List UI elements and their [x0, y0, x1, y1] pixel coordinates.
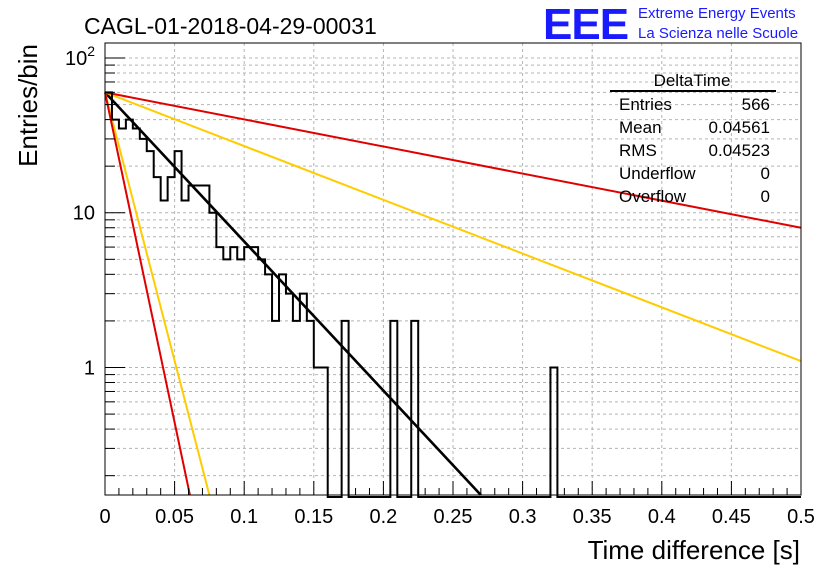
stats-value: 0.04523: [709, 141, 770, 160]
y-tick-labels: 1 10 102: [65, 43, 95, 380]
x-tick-label: 0: [99, 506, 110, 528]
logo-line-2: La Scienza nelle Scuole: [638, 25, 798, 42]
histogram-outline: [105, 91, 801, 498]
run-title: CAGL-01-2018-04-29-00031: [84, 13, 377, 39]
fit-curve: [104, 92, 211, 496]
x-tick-label: 0.1: [230, 506, 258, 528]
stats-label: Entries: [619, 95, 672, 114]
stats-value: 566: [742, 95, 770, 114]
stats-label: RMS: [619, 141, 657, 160]
x-tick-label: 0.3: [509, 506, 537, 528]
x-tick-label: 0.5: [787, 506, 815, 528]
x-tick-label: 0.05: [155, 506, 194, 528]
logo-line-1: Extreme Energy Events: [638, 5, 796, 22]
x-tick-label: 0.15: [294, 506, 333, 528]
fit-curve: [104, 91, 802, 363]
grid: [105, 43, 801, 495]
stats-box: DeltaTime Entries 566 Mean 0.04561 RMS 0.0452…: [610, 71, 776, 206]
y-tick-label: 10: [73, 203, 95, 225]
axis-ticks: [104, 57, 802, 495]
x-tick-labels: 0 0.05 0.1 0.15 0.2 0.25 0.3 0.35 0.4 0.45 0.5: [99, 506, 814, 528]
fit-curve: [104, 92, 191, 496]
stats-value: 0: [761, 164, 770, 183]
stats-label: Overflow: [619, 187, 687, 206]
x-tick-label: 0.2: [369, 506, 397, 528]
stats-label: Mean: [619, 118, 662, 137]
x-tick-label: 0.4: [648, 506, 676, 528]
x-tick-label: 0.35: [573, 506, 612, 528]
stats-value: 0: [761, 187, 770, 206]
eee-logo: EEE: [543, 0, 628, 49]
x-tick-label: 0.45: [712, 506, 751, 528]
stats-rows: Entries 566 Mean 0.04561 RMS 0.04523 Underflow…: [619, 95, 770, 206]
stats-value: 0.04561: [709, 118, 770, 137]
x-axis-title: Time difference [s]: [588, 535, 800, 565]
x-tick-label: 0.25: [434, 506, 473, 528]
fit-curve: [104, 91, 802, 229]
stats-label: Underflow: [619, 164, 696, 183]
y-tick-label: 102: [65, 43, 95, 70]
stats-title: DeltaTime: [654, 71, 731, 90]
y-axis-title: Entries/bin: [13, 44, 43, 167]
y-tick-label-exponent: 2: [87, 43, 95, 59]
y-tick-label: 1: [84, 357, 95, 379]
